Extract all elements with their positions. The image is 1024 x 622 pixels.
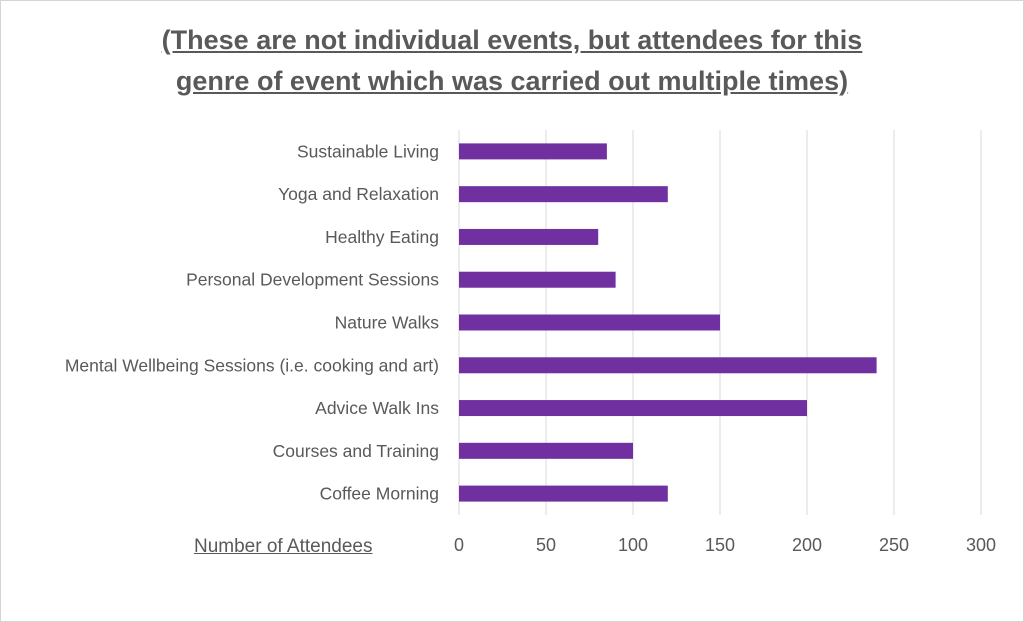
bar: [459, 357, 877, 374]
x-tick-label: 50: [536, 535, 556, 555]
bar: [459, 442, 633, 459]
bar: [459, 400, 807, 417]
x-tick-label: 200: [792, 535, 822, 555]
bar: [459, 228, 599, 245]
x-tick-label: 250: [879, 535, 909, 555]
chart-title: (These are not individual events, but at…: [0, 20, 1024, 102]
category-label: Nature Walks: [335, 313, 440, 333]
chart-title-line-1: (These are not individual events, but at…: [161, 25, 863, 55]
x-tick-label: 150: [705, 535, 735, 555]
category-label: Advice Walk Ins: [315, 398, 439, 418]
bar: [459, 485, 668, 502]
category-label: Personal Development Sessions: [186, 270, 439, 290]
bar: [459, 314, 720, 331]
x-axis-title: Number of Attendees: [194, 536, 373, 557]
bar: [459, 143, 607, 160]
category-label: Mental Wellbeing Sessions (i.e. cooking …: [65, 355, 439, 375]
bar: [459, 271, 616, 288]
x-tick-label: 100: [618, 535, 648, 555]
category-label: Coffee Morning: [320, 484, 439, 504]
category-label: Courses and Training: [273, 441, 439, 461]
x-tick-label: 300: [966, 535, 996, 555]
bar: [459, 186, 668, 203]
category-label: Yoga and Relaxation: [278, 184, 439, 204]
category-label: Sustainable Living: [297, 141, 439, 161]
chart-title-line-2: genre of event which was carried out mul…: [175, 66, 849, 96]
category-label: Healthy Eating: [325, 227, 439, 247]
x-tick-label: 0: [454, 535, 464, 555]
